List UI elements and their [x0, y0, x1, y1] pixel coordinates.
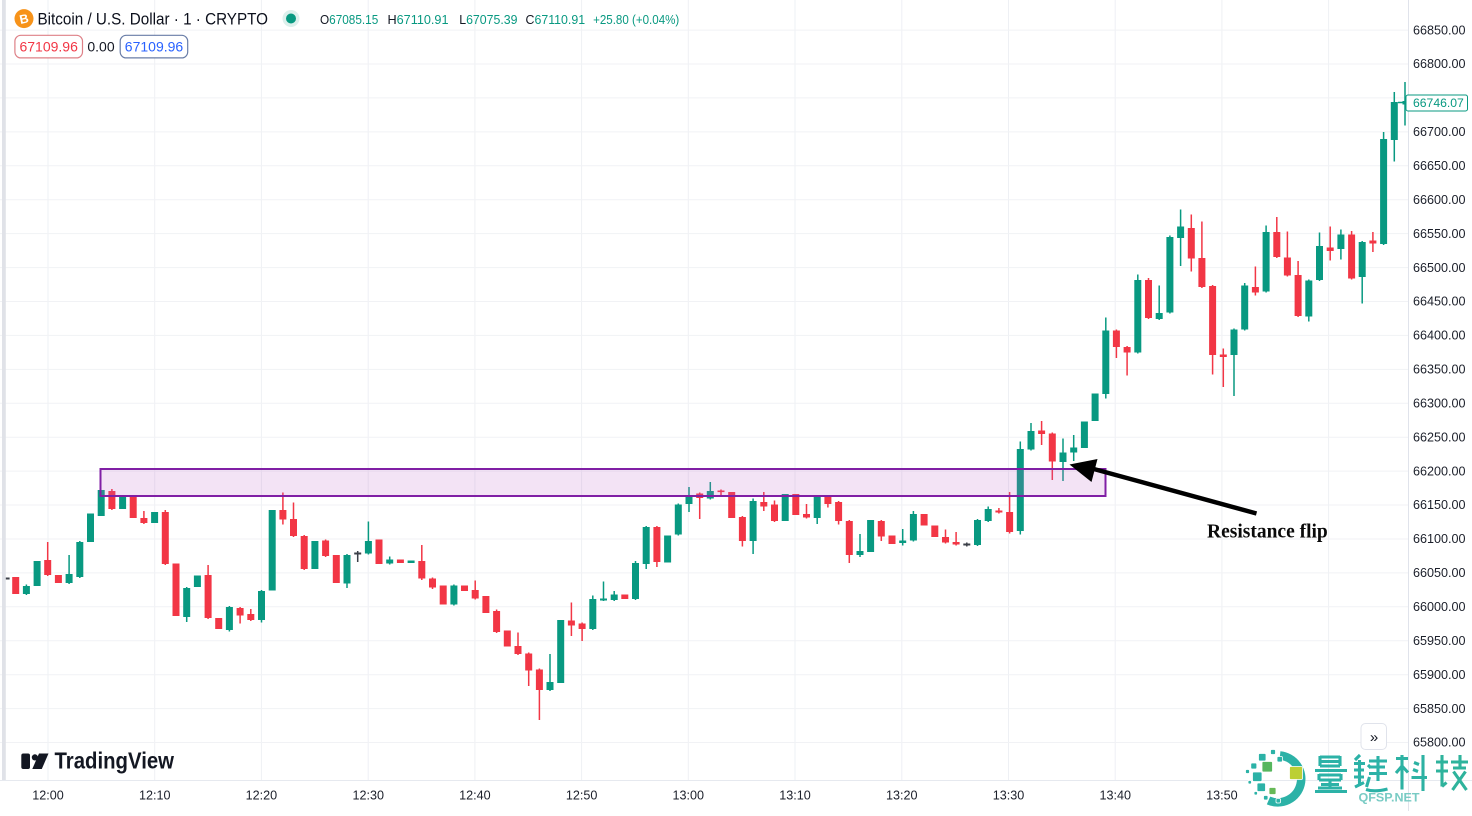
- svg-text:67109.96: 67109.96: [19, 39, 78, 55]
- svg-text:12:10: 12:10: [139, 789, 171, 803]
- svg-text:12:20: 12:20: [246, 789, 278, 803]
- svg-text:13:00: 13:00: [673, 789, 705, 803]
- svg-text:13:30: 13:30: [993, 789, 1025, 803]
- svg-text:H67110.91: H67110.91: [388, 13, 449, 27]
- svg-text:66550.00: 66550.00: [1413, 227, 1466, 241]
- svg-text:66000.00: 66000.00: [1413, 600, 1466, 614]
- svg-text:TradingView: TradingView: [55, 748, 175, 774]
- svg-text:65900.00: 65900.00: [1413, 668, 1466, 682]
- svg-text:Bitcoin / U.S. Dollar · 1 · CR: Bitcoin / U.S. Dollar · 1 · CRYPTO: [38, 11, 269, 29]
- svg-text:65800.00: 65800.00: [1413, 736, 1466, 750]
- svg-text:12:30: 12:30: [352, 789, 384, 803]
- svg-text:66400.00: 66400.00: [1413, 329, 1466, 343]
- svg-text:66800.00: 66800.00: [1413, 57, 1466, 71]
- svg-text:65950.00: 65950.00: [1413, 634, 1466, 648]
- svg-text:66100.00: 66100.00: [1413, 532, 1466, 546]
- svg-text:66700.00: 66700.00: [1413, 125, 1466, 139]
- svg-text:L67075.39: L67075.39: [459, 13, 517, 27]
- svg-text:66200.00: 66200.00: [1413, 464, 1466, 478]
- svg-text:66250.00: 66250.00: [1413, 430, 1466, 444]
- svg-text:66050.00: 66050.00: [1413, 566, 1466, 580]
- svg-text:+25.80 (+0.04%): +25.80 (+0.04%): [593, 13, 679, 27]
- svg-text:C67110.91: C67110.91: [526, 13, 586, 27]
- svg-text:QFSP.NET: QFSP.NET: [1359, 793, 1420, 805]
- svg-text:66600.00: 66600.00: [1413, 193, 1466, 207]
- svg-text:66300.00: 66300.00: [1413, 397, 1466, 411]
- svg-text:66650.00: 66650.00: [1413, 159, 1466, 173]
- svg-text:B: B: [18, 11, 30, 27]
- svg-text:66746.07: 66746.07: [1413, 96, 1464, 110]
- svg-text:66850.00: 66850.00: [1413, 23, 1466, 37]
- svg-text:66500.00: 66500.00: [1413, 261, 1466, 275]
- svg-text:66150.00: 66150.00: [1413, 498, 1466, 512]
- svg-text:13:20: 13:20: [886, 789, 918, 803]
- svg-text:67109.96: 67109.96: [125, 39, 184, 55]
- svg-text:12:40: 12:40: [459, 789, 491, 803]
- svg-text:66450.00: 66450.00: [1413, 295, 1466, 309]
- svg-text:0.00: 0.00: [87, 39, 114, 55]
- svg-text:13:50: 13:50: [1206, 789, 1238, 803]
- svg-text:65850.00: 65850.00: [1413, 702, 1466, 716]
- svg-text:66350.00: 66350.00: [1413, 363, 1466, 377]
- svg-text:13:10: 13:10: [779, 789, 811, 803]
- svg-text:12:50: 12:50: [566, 789, 598, 803]
- svg-text:»: »: [1370, 729, 1378, 746]
- svg-text:O67085.15: O67085.15: [320, 13, 378, 27]
- svg-text:Resistance flip: Resistance flip: [1207, 522, 1328, 543]
- svg-text:12:00: 12:00: [32, 789, 64, 803]
- svg-text:13:40: 13:40: [1099, 789, 1131, 803]
